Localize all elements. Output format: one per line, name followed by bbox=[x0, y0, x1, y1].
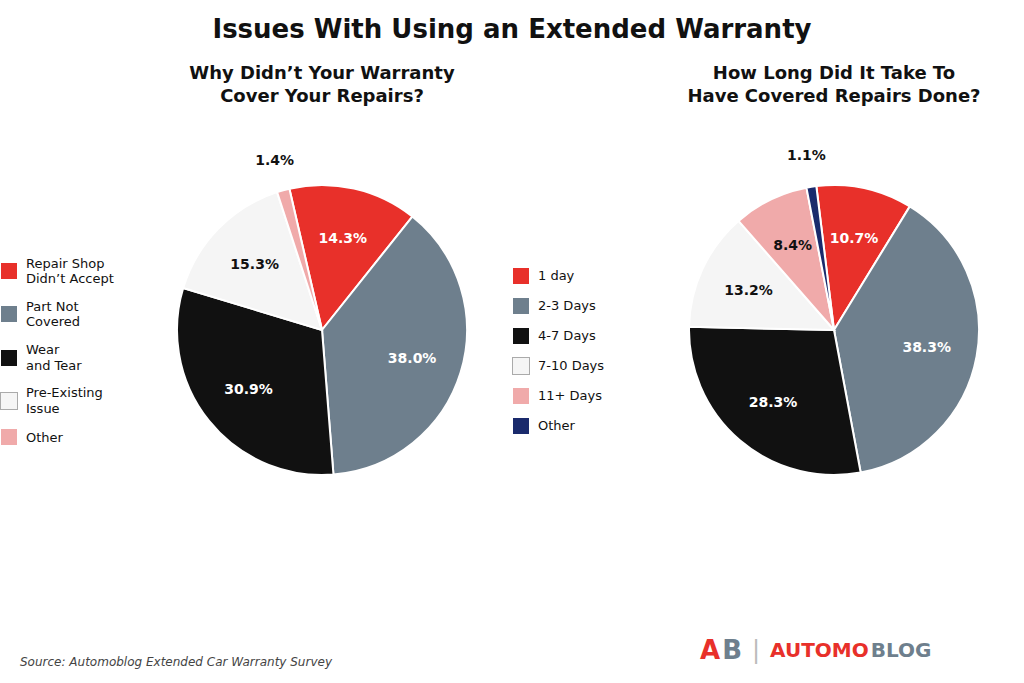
svg-text:38.3%: 38.3% bbox=[902, 339, 951, 355]
svg-text:38.0%: 38.0% bbox=[388, 350, 437, 366]
html-text:Covered: Covered bbox=[26, 314, 80, 330]
svg-text:28.3%: 28.3% bbox=[749, 394, 798, 410]
html-text:Have Covered Repairs Done?: Have Covered Repairs Done? bbox=[687, 84, 981, 106]
html-text:Source: Automoblog Extended Ca: Source: Automoblog Extended Car Warranty… bbox=[20, 655, 332, 669]
svg-text:30.9%: 30.9% bbox=[224, 381, 273, 397]
html-text:Pre-Existing: Pre-Existing bbox=[26, 385, 103, 401]
html-text:Other: Other bbox=[26, 429, 63, 445]
html-text:and Tear: and Tear bbox=[26, 357, 82, 373]
svg-text:13.2%: 13.2% bbox=[724, 282, 773, 298]
html-text:Part Not: Part Not bbox=[26, 298, 79, 314]
html-text:AUTOMO BLOG: AUTOMO BLOG bbox=[770, 638, 932, 662]
html-text:Issues With Using an Extended: Issues With Using an Extended Warranty bbox=[212, 14, 812, 44]
svg-text:8.4%: 8.4% bbox=[773, 237, 812, 253]
svg-text:14.3%: 14.3% bbox=[319, 230, 368, 246]
html-text:7-10 Days: 7-10 Days bbox=[538, 358, 605, 374]
html-text:Issue: Issue bbox=[26, 400, 60, 416]
html-text:Why Didn’t Your Warranty: Why Didn’t Your Warranty bbox=[189, 62, 455, 83]
html-text:Didn’t Accept: Didn’t Accept bbox=[26, 271, 114, 287]
svg-text:1.1%: 1.1% bbox=[787, 147, 826, 163]
html-text:Repair Shop: Repair Shop bbox=[26, 255, 105, 271]
html-text:2-3 Days: 2-3 Days bbox=[538, 298, 596, 314]
html-text:A B |: A B | bbox=[700, 635, 760, 665]
html-text:1 day: 1 day bbox=[538, 268, 575, 284]
html-text:How Long Did It Take To: How Long Did It Take To bbox=[712, 62, 956, 83]
html-text:4-7 Days: 4-7 Days bbox=[538, 328, 596, 344]
svg-text:10.7%: 10.7% bbox=[830, 230, 879, 246]
html-text:11+ Days: 11+ Days bbox=[538, 388, 602, 404]
svg-text:15.3%: 15.3% bbox=[230, 256, 279, 272]
html-text:Other: Other bbox=[538, 418, 575, 434]
svg-text:1.4%: 1.4% bbox=[255, 152, 294, 168]
html-text:Wear: Wear bbox=[26, 342, 60, 357]
html-text:Cover Your Repairs?: Cover Your Repairs? bbox=[220, 84, 424, 106]
